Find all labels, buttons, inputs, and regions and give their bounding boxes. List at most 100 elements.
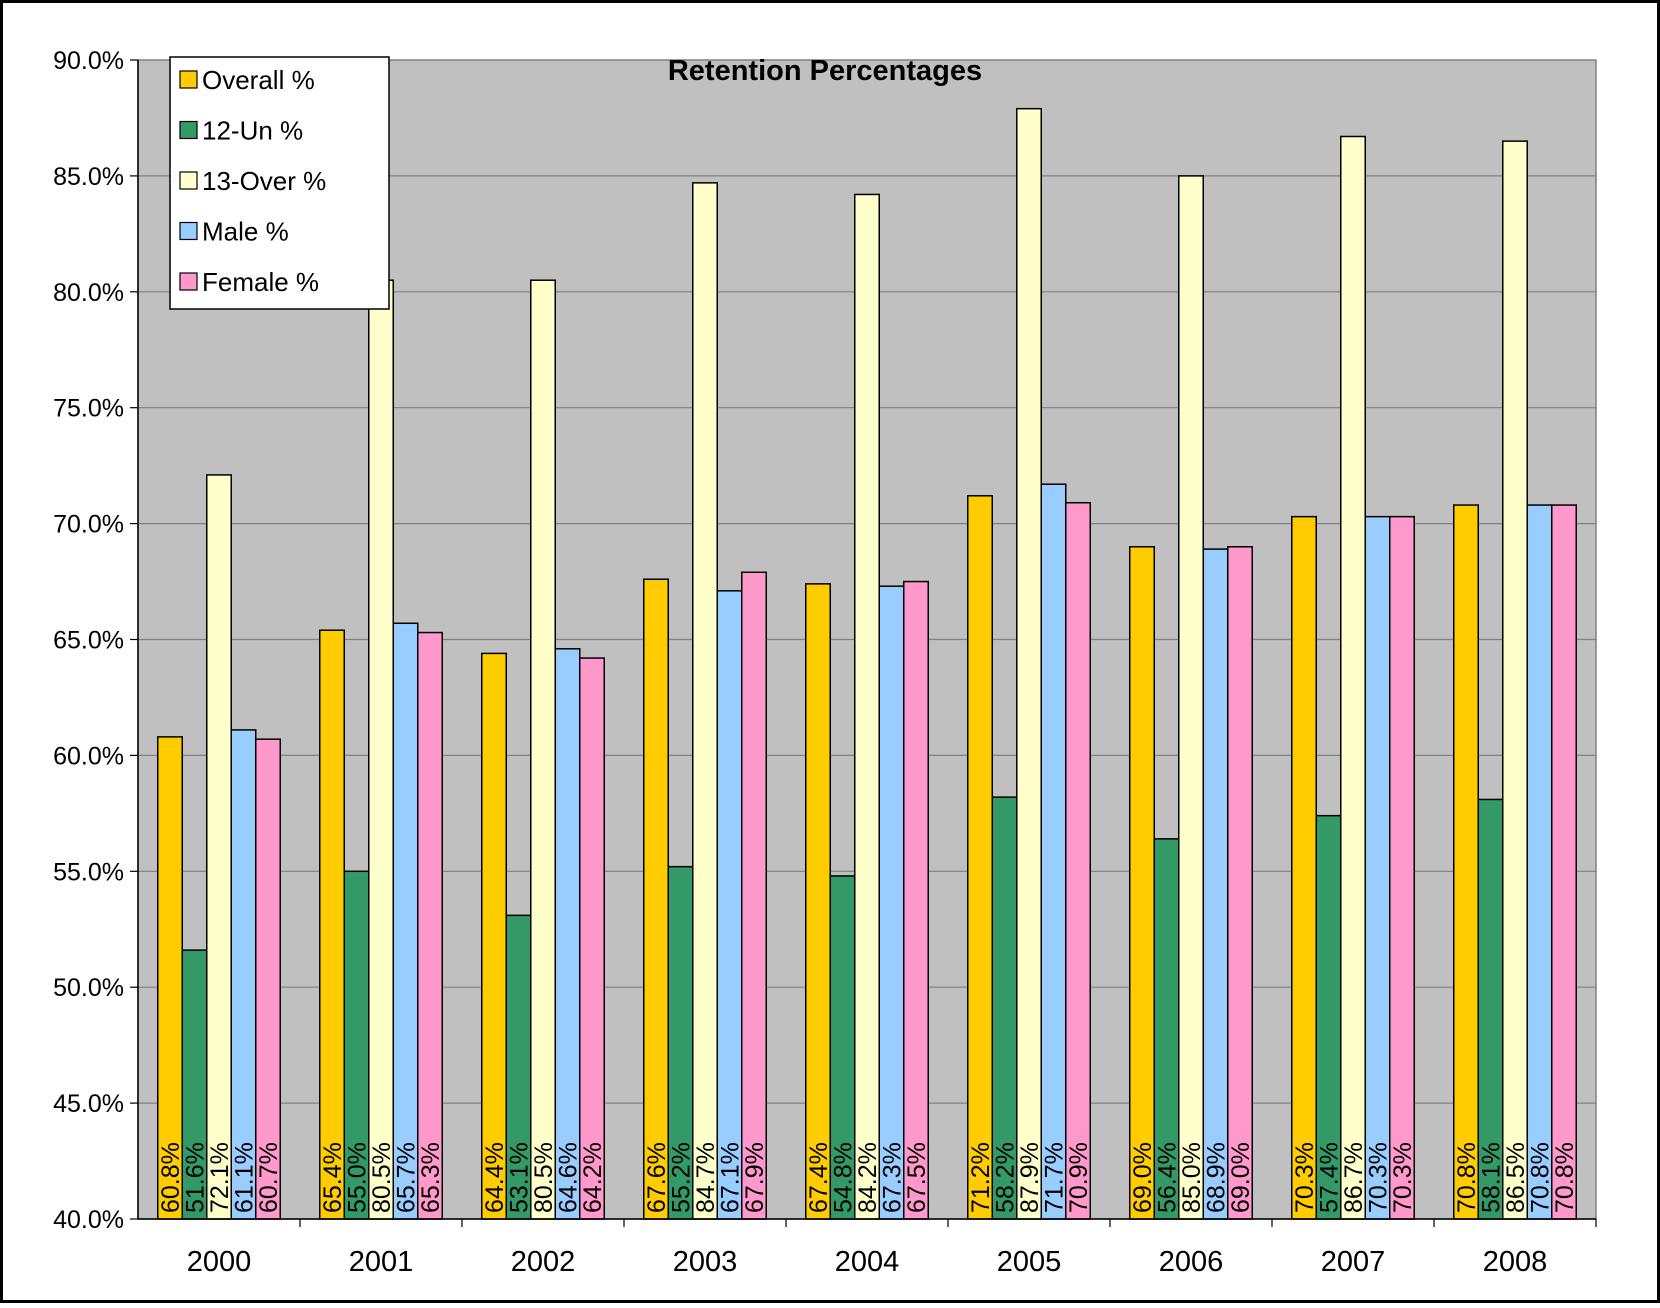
data-labels: 60.8%51.6%72.1%61.1%60.7% 65.4%55.0%80.5%… [157,1142,1579,1213]
bar [1227,546,1253,1220]
bar [255,738,281,1220]
data-label: 80.5% [530,1142,558,1213]
chart-title: Retention Percentages [668,55,982,87]
legend-items: Overall % 12-Un % 13-Over % Male % Female % [179,65,326,297]
legend-swatch [179,70,198,89]
data-label: 54.8% [830,1142,858,1213]
bar [1502,140,1528,1220]
data-label: 53.1% [506,1142,534,1213]
data-label: 87.9% [1016,1142,1044,1213]
legend-label: Female % [202,267,319,297]
legend-label: Male % [202,217,289,247]
data-label: 56.4% [1154,1142,1182,1213]
legend-swatch [179,120,198,140]
y-tick-label: 70.0% [53,511,124,539]
data-label: 70.3% [1365,1142,1393,1213]
data-label: 70.3% [1389,1142,1417,1213]
bar [1153,838,1180,1220]
y-tick-label: 75.0% [53,395,124,423]
data-label: 84.7% [692,1142,720,1213]
data-label: 64.2% [579,1142,607,1213]
data-label: 84.2% [854,1142,882,1213]
bar [1551,504,1577,1220]
data-label: 70.8% [1551,1142,1579,1213]
x-tick-label: 2002 [511,1246,576,1278]
x-tick-label: 2004 [835,1246,900,1278]
axes: 40.0% 45.0% 50.0% 55.0% 60.0% 65.0% 70.0% 75.0%… [53,47,1597,1278]
bar [716,590,743,1220]
bar [530,279,556,1220]
legend: Overall % 12-Un % 13-Over % Male % Female % [169,56,390,310]
data-label: 67.9% [741,1142,769,1213]
legend-label: 12-Un % [202,116,303,146]
data-label: 55.0% [344,1142,372,1213]
y-tick-label: 50.0% [53,974,124,1002]
legend-label: 13-Over % [202,166,326,196]
bar [1178,175,1204,1220]
bar [343,870,370,1220]
data-label: 57.4% [1316,1142,1344,1213]
x-tick-label: 2003 [673,1246,738,1278]
legend-swatch [179,221,198,241]
bar [1340,135,1366,1220]
y-tick-label: 65.0% [53,627,124,655]
legend-swatch [179,171,198,190]
y-tick-label: 80.0% [53,279,124,307]
bar [368,279,394,1220]
bar [741,571,767,1220]
bar [319,629,345,1220]
data-label: 69.0% [1227,1142,1255,1213]
data-label: 70.9% [1065,1142,1093,1213]
bar [206,474,232,1220]
bar [1364,515,1391,1220]
legend-label: Overall % [202,65,315,95]
bar [392,622,419,1220]
data-label: 86.7% [1340,1142,1368,1213]
data-label: 80.5% [368,1142,396,1213]
x-tick-label: 2001 [349,1246,414,1278]
x-tick-label: 2007 [1321,1246,1386,1278]
data-label: 65.3% [417,1142,445,1213]
data-label: 58.2% [992,1142,1020,1213]
data-label: 65.4% [319,1142,347,1213]
bar [1453,504,1479,1220]
data-label: 67.1% [717,1142,745,1213]
data-label: 67.3% [879,1142,907,1213]
data-label: 72.1% [206,1142,234,1213]
data-label: 70.8% [1453,1142,1481,1213]
x-tick-label: 2000 [187,1246,252,1278]
bar [554,648,581,1220]
bar [805,583,831,1220]
bar [1129,546,1155,1220]
data-label: 67.6% [643,1142,671,1213]
x-tick-label: 2006 [1159,1246,1224,1278]
y-tick-label: 60.0% [53,742,124,770]
bar [417,631,443,1220]
data-label: 65.7% [393,1142,421,1213]
data-label: 58.1% [1478,1142,1506,1213]
data-label: 85.0% [1178,1142,1206,1213]
y-tick-label: 45.0% [53,1090,124,1118]
data-label: 55.2% [668,1142,696,1213]
data-label: 67.4% [805,1142,833,1213]
data-label: 64.6% [555,1142,583,1213]
data-label: 70.8% [1527,1142,1555,1213]
bar [1202,548,1229,1220]
x-tick-label: 2005 [997,1246,1062,1278]
data-label: 61.1% [231,1142,259,1213]
bar [1065,501,1091,1220]
bar [579,657,605,1220]
data-label: 86.5% [1502,1142,1530,1213]
bar [1040,483,1067,1220]
bar [967,495,993,1220]
legend-swatch [179,272,198,291]
bar [1016,107,1042,1220]
data-label: 51.6% [182,1142,210,1213]
bar [903,580,929,1220]
data-label: 60.8% [157,1142,185,1213]
y-tick-label: 85.0% [53,163,124,191]
data-label: 64.4% [481,1142,509,1213]
bar [481,652,507,1220]
